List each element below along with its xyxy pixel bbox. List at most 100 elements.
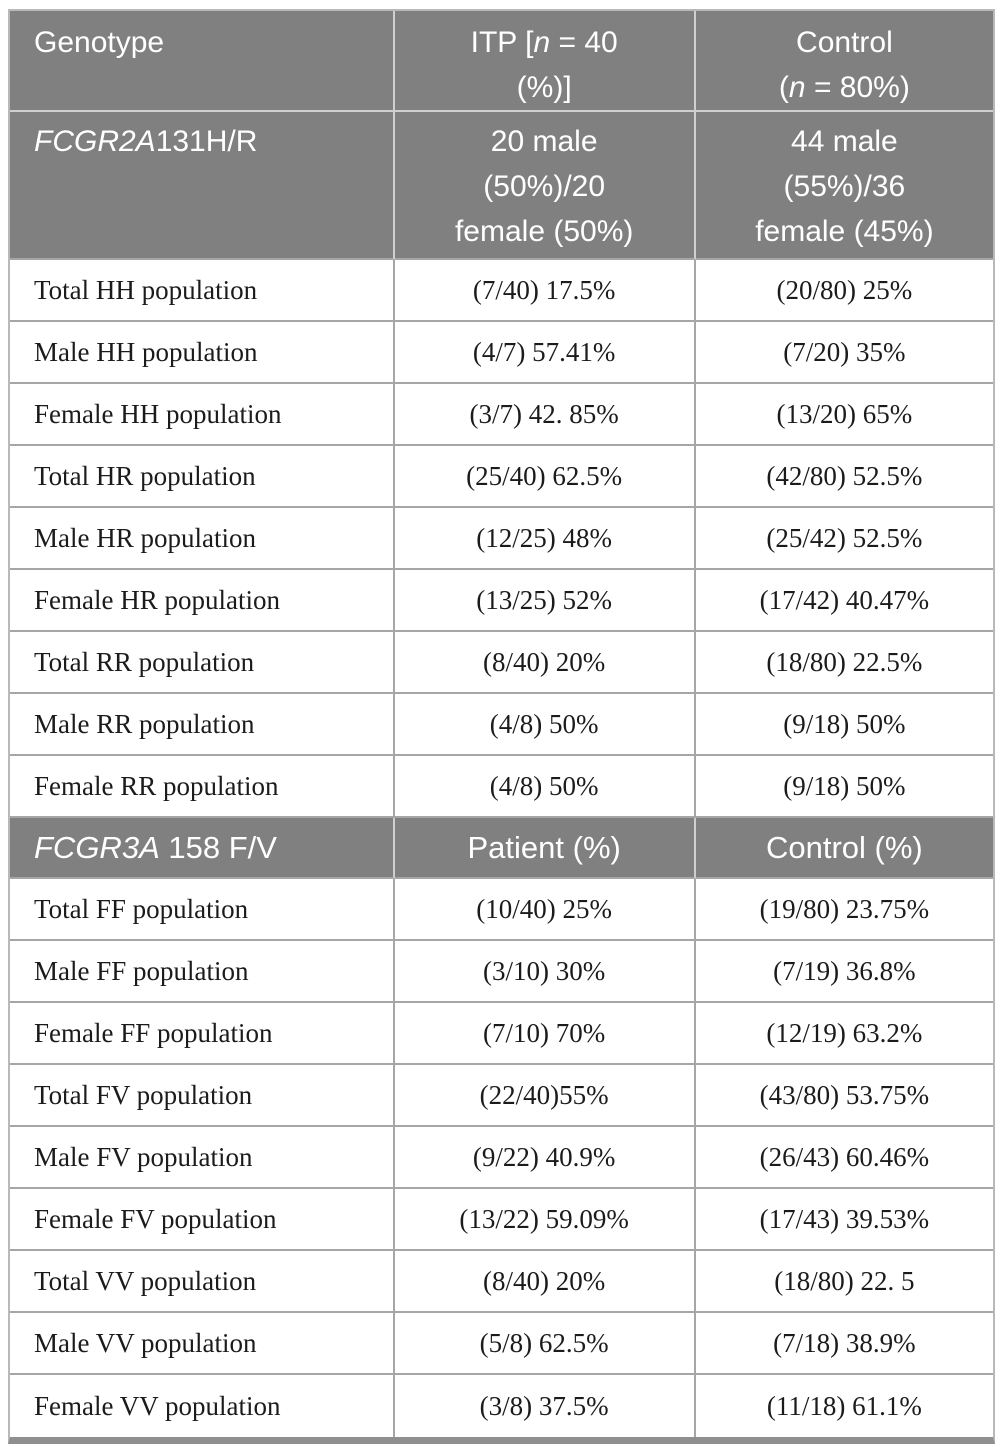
header-itp-n: n xyxy=(533,26,551,59)
section1-gene-italic: FCGR2A xyxy=(34,125,156,158)
row-label: Male HR population xyxy=(10,508,395,570)
header-genotype-label: Genotype xyxy=(34,26,165,59)
row-label: Female HR population xyxy=(10,570,395,632)
table-row: Total VV population (8/40) 20% (18/80) 2… xyxy=(10,1251,993,1313)
header-control-post: = 80%) xyxy=(805,71,910,104)
section1-gene-rest: 131H/R xyxy=(155,125,258,158)
section2-control-header: Control (%) xyxy=(695,818,993,879)
table-row: Male FV population (9/22) 40.9% (26/43) … xyxy=(10,1127,993,1189)
section1-control-line2: (55%)/36 xyxy=(783,170,906,203)
section1-gene-cell: FCGR2A131H/R xyxy=(10,112,395,260)
row-label: Total HH population xyxy=(10,260,395,322)
row-label: Male RR population xyxy=(10,694,395,756)
section1-itp-demographics-cell: 20 male (50%)/20 female (50%) xyxy=(394,112,696,260)
control-value: (18/80) 22. 5 xyxy=(695,1251,993,1313)
control-value: (13/20) 65% xyxy=(695,384,993,446)
table-row: Female FV population (13/22) 59.09% (17/… xyxy=(10,1189,993,1251)
patient-value: (22/40)55% xyxy=(394,1065,696,1127)
itp-value: (12/25) 48% xyxy=(394,508,696,570)
header-itp-line1: ITP [n = 40 xyxy=(395,20,694,65)
section2-patient-header: Patient (%) xyxy=(394,818,696,879)
header-control-line1: Control xyxy=(796,26,893,59)
table-row: Male FF population (3/10) 30% (7/19) 36.… xyxy=(10,941,993,1003)
header-row-main: Genotype ITP [n = 40 (%)] Control (n = 8… xyxy=(10,11,993,112)
control-value: (26/43) 60.46% xyxy=(695,1127,993,1189)
itp-value: (7/40) 17.5% xyxy=(394,260,696,322)
header-control-line2: (n = 80%) xyxy=(696,65,993,110)
row-label: Female FF population xyxy=(10,1003,395,1065)
itp-value: (4/8) 50% xyxy=(394,756,696,818)
patient-value: (3/10) 30% xyxy=(394,941,696,1003)
section1-header-row: FCGR2A131H/R 20 male (50%)/20 female (50… xyxy=(10,112,993,260)
section1-itp-line2: (50%)/20 xyxy=(483,170,606,203)
control-value: (7/18) 38.9% xyxy=(695,1313,993,1375)
header-itp-line2: (%)] xyxy=(516,71,572,104)
table-row: Total HH population (7/40) 17.5% (20/80)… xyxy=(10,260,993,322)
table-row: Male HR population (12/25) 48% (25/42) 5… xyxy=(10,508,993,570)
control-value: (9/18) 50% xyxy=(695,756,993,818)
header-itp-post: = 40 xyxy=(550,26,618,59)
control-value: (18/80) 22.5% xyxy=(695,632,993,694)
section1-control-demographics-cell: 44 male (55%)/36 female (45%) xyxy=(695,112,993,260)
section2-gene-cell: FCGR3A 158 F/V xyxy=(10,818,395,879)
table-row: Female FF population (7/10) 70% (12/19) … xyxy=(10,1003,993,1065)
section2-gene-rest: 158 F/V xyxy=(159,829,277,865)
row-label: Female HH population xyxy=(10,384,395,446)
row-label: Male VV population xyxy=(10,1313,395,1375)
row-label: Male FF population xyxy=(10,941,395,1003)
control-value: (7/19) 36.8% xyxy=(695,941,993,1003)
genotype-frequency-table: Genotype ITP [n = 40 (%)] Control (n = 8… xyxy=(8,9,995,1444)
control-value: (42/80) 52.5% xyxy=(695,446,993,508)
control-value: (9/18) 50% xyxy=(695,694,993,756)
row-label: Female FV population xyxy=(10,1189,395,1251)
control-value: (17/43) 39.53% xyxy=(695,1189,993,1251)
table-row: Male VV population (5/8) 62.5% (7/18) 38… xyxy=(10,1313,993,1375)
table-row: Total FF population (10/40) 25% (19/80) … xyxy=(10,879,993,941)
table-row: Total FV population (22/40)55% (43/80) 5… xyxy=(10,1065,993,1127)
header-control-n: n xyxy=(788,71,806,104)
control-value: (11/18) 61.1% xyxy=(695,1375,993,1437)
table-row: Total RR population (8/40) 20% (18/80) 2… xyxy=(10,632,993,694)
row-label: Total HR population xyxy=(10,446,395,508)
patient-value: (8/40) 20% xyxy=(394,1251,696,1313)
header-cell-control: Control (n = 80%) xyxy=(695,11,993,112)
itp-value: (4/8) 50% xyxy=(394,694,696,756)
row-label: Total RR population xyxy=(10,632,395,694)
row-label: Total FV population xyxy=(10,1065,395,1127)
table-row: Female VV population (3/8) 37.5% (11/18)… xyxy=(10,1375,993,1437)
table-row: Male HH population (4/7) 57.41% (7/20) 3… xyxy=(10,322,993,384)
patient-value: (13/22) 59.09% xyxy=(394,1189,696,1251)
row-label: Male FV population xyxy=(10,1127,395,1189)
itp-value: (25/40) 62.5% xyxy=(394,446,696,508)
itp-value: (4/7) 57.41% xyxy=(394,322,696,384)
table-row: Female RR population (4/8) 50% (9/18) 50… xyxy=(10,756,993,818)
section1-control-line1: 44 male xyxy=(791,125,898,158)
table-row: Total HR population (25/40) 62.5% (42/80… xyxy=(10,446,993,508)
patient-value: (5/8) 62.5% xyxy=(394,1313,696,1375)
patient-value: (3/8) 37.5% xyxy=(394,1375,696,1437)
patient-value: (9/22) 40.9% xyxy=(394,1127,696,1189)
control-value: (25/42) 52.5% xyxy=(695,508,993,570)
itp-value: (8/40) 20% xyxy=(394,632,696,694)
row-label: Total VV population xyxy=(10,1251,395,1313)
control-value: (19/80) 23.75% xyxy=(695,879,993,941)
control-value: (12/19) 63.2% xyxy=(695,1003,993,1065)
control-value: (17/42) 40.47% xyxy=(695,570,993,632)
header-cell-genotype: Genotype xyxy=(10,11,395,112)
section1-itp-line3: female (50%) xyxy=(454,215,634,248)
section1-itp-line1: 20 male xyxy=(490,125,598,158)
section2-gene-italic: FCGR3A xyxy=(34,829,160,865)
patient-value: (7/10) 70% xyxy=(394,1003,696,1065)
control-value: (20/80) 25% xyxy=(695,260,993,322)
section2-header-row: FCGR3A 158 F/V Patient (%) Control (%) xyxy=(10,818,993,879)
header-itp-pre: ITP [ xyxy=(470,26,534,59)
section1-control-line3: female (45%) xyxy=(755,215,934,248)
itp-value: (3/7) 42. 85% xyxy=(394,384,696,446)
row-label: Total FF population xyxy=(10,879,395,941)
control-value: (43/80) 53.75% xyxy=(695,1065,993,1127)
table-row: Female HH population (3/7) 42. 85% (13/2… xyxy=(10,384,993,446)
row-label: Male HH population xyxy=(10,322,395,384)
table-row: Female HR population (13/25) 52% (17/42)… xyxy=(10,570,993,632)
itp-value: (13/25) 52% xyxy=(394,570,696,632)
